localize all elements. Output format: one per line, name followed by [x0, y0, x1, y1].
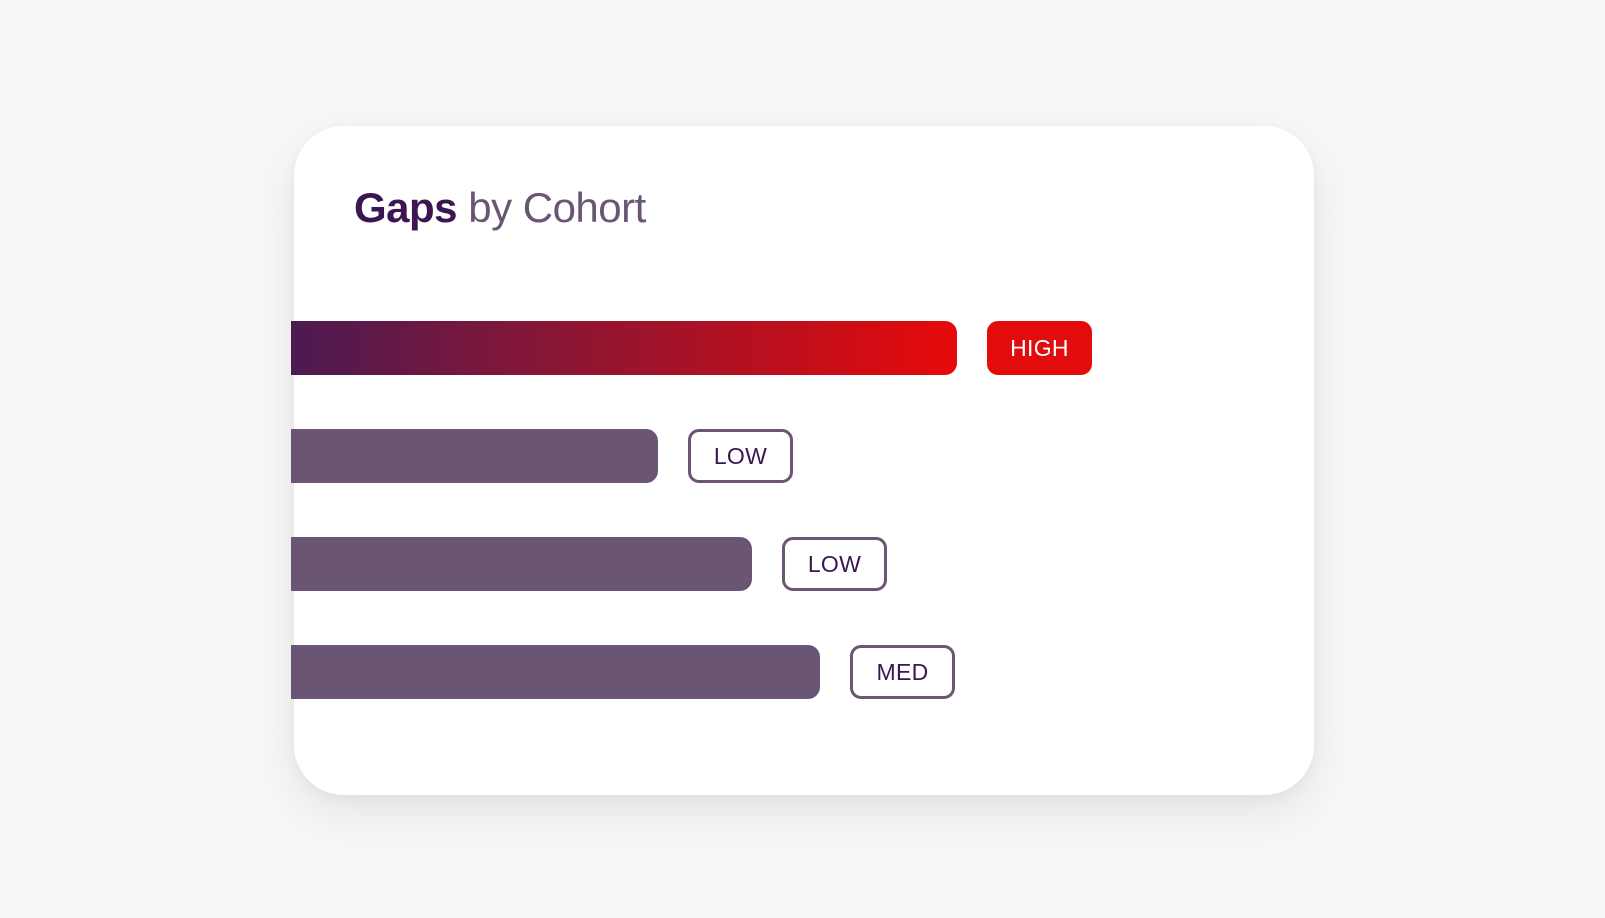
chart-title: Gaps by Cohort	[354, 182, 646, 234]
chart-title-rest: by Cohort	[457, 184, 646, 231]
chart-title-strong: Gaps	[354, 184, 458, 231]
